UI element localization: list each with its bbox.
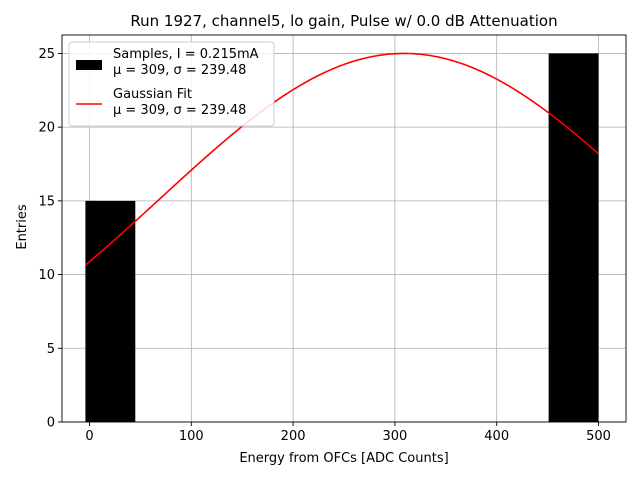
legend-label-samples: Samples, I = 0.215mA	[113, 47, 259, 62]
legend-label-fit: Gaussian Fit	[113, 87, 192, 102]
x-tick-label: 0	[85, 429, 93, 444]
x-tick-label: 200	[281, 429, 306, 444]
legend-label-samples: μ = 309, σ = 239.48	[113, 63, 246, 78]
x-tick-label: 100	[179, 429, 204, 444]
y-tick-label: 0	[47, 416, 55, 431]
x-tick-label: 500	[586, 429, 611, 444]
y-tick-label: 20	[38, 121, 55, 136]
plot-area: 0 100 200 300 400 500 0 5 10 15 20 25 Samples, I = 0…	[38, 34, 627, 444]
x-axis-label: Energy from OFCs [ADC Counts]	[239, 451, 448, 466]
legend-swatch-samples	[76, 60, 102, 70]
legend-label-fit: μ = 309, σ = 239.48	[113, 103, 246, 118]
x-tick-label: 400	[484, 429, 509, 444]
y-tick-label: 5	[47, 342, 55, 357]
plot-frame	[61, 34, 627, 423]
x-tick-label: 300	[382, 429, 407, 444]
chart-title: Run 1927, channel5, lo gain, Pulse w/ 0.…	[130, 12, 557, 30]
y-tick-label: 15	[38, 194, 55, 209]
legend-box	[68, 41, 275, 127]
histogram-bar	[85, 200, 136, 422]
gaussian-fit-line	[84, 52, 600, 266]
histogram-bar	[548, 53, 599, 423]
y-tick-label: 10	[38, 268, 55, 283]
y-tick-label: 25	[38, 47, 55, 62]
y-axis-label: Entries	[15, 204, 30, 250]
